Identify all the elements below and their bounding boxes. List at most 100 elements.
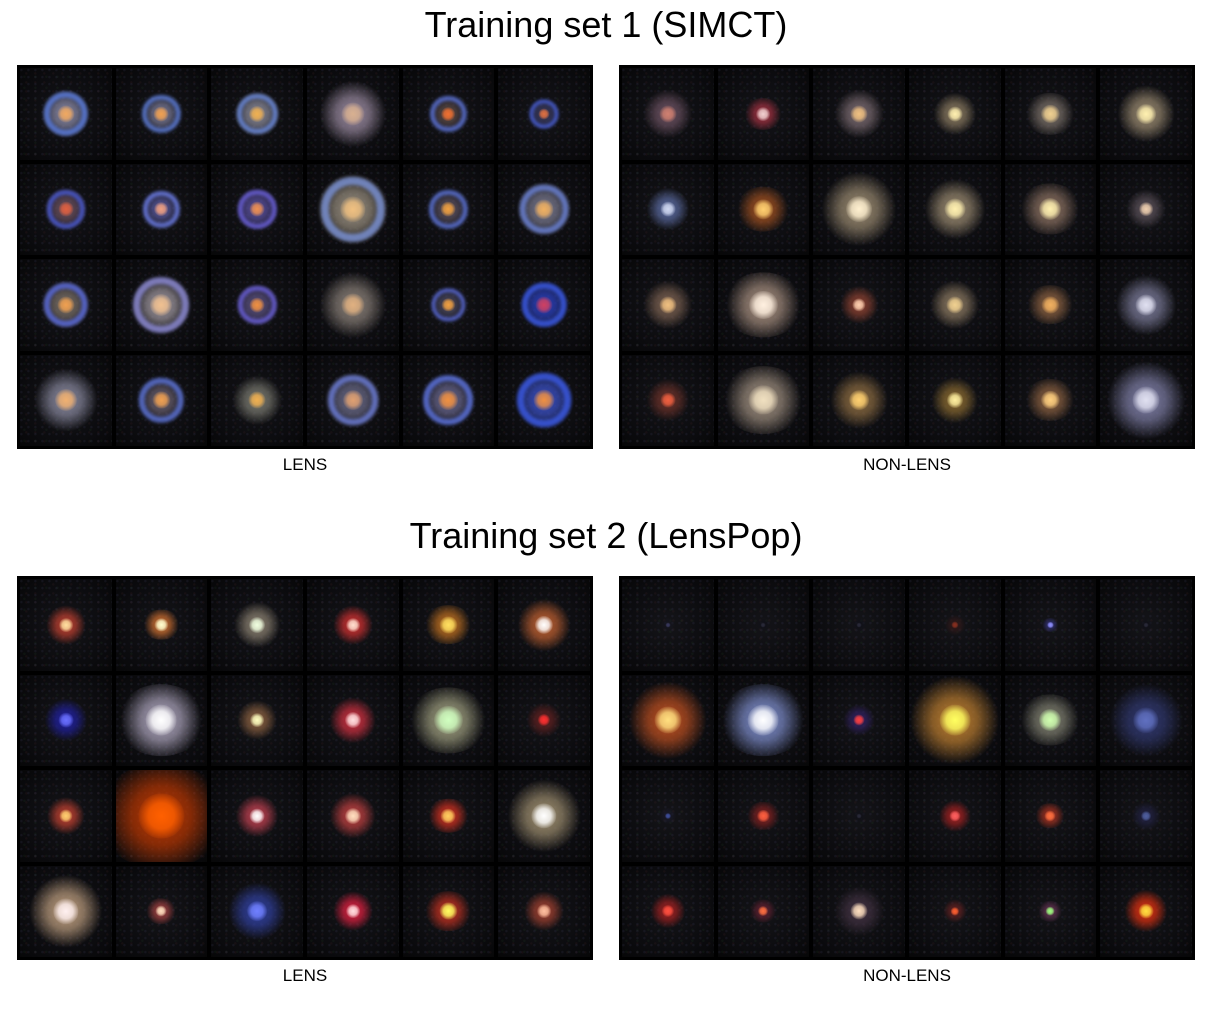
galaxy-core <box>152 391 171 409</box>
lenspop-lens-panel <box>17 576 593 960</box>
galaxy-core <box>441 106 456 121</box>
image-grid <box>622 68 1192 446</box>
galaxy-thumbnail <box>622 674 714 766</box>
galaxy-core <box>849 390 870 411</box>
simct-non-lens-panel <box>619 65 1195 449</box>
galaxy-thumbnail <box>622 68 714 160</box>
galaxy-core <box>250 713 265 728</box>
galaxy-thumbnail <box>908 68 1001 160</box>
galaxy-thumbnail <box>908 674 1001 766</box>
lensing-arc <box>46 190 85 229</box>
galaxy-thumbnail <box>908 770 1001 862</box>
galaxy-core <box>1047 621 1054 628</box>
galaxy-core <box>758 906 769 917</box>
galaxy-thumbnail <box>306 770 399 862</box>
galaxy-core <box>53 898 79 924</box>
galaxy-thumbnail <box>717 259 810 351</box>
galaxy-core <box>345 617 360 632</box>
galaxy-thumbnail <box>20 163 112 255</box>
galaxy-core <box>660 201 676 217</box>
galaxy-thumbnail <box>402 674 495 766</box>
galaxy-thumbnail <box>813 354 905 446</box>
galaxy-thumbnail <box>211 163 303 255</box>
galaxy-thumbnail <box>1004 259 1097 351</box>
galaxy-core <box>659 105 677 123</box>
simct-lens-panel <box>17 65 593 449</box>
galaxy-thumbnail <box>1004 865 1097 957</box>
galaxy-thumbnail <box>908 865 1001 957</box>
galaxy-thumbnail <box>306 354 399 446</box>
galaxy-thumbnail <box>1004 163 1097 255</box>
galaxy-thumbnail <box>211 579 303 671</box>
galaxy-core <box>537 904 552 919</box>
galaxy-thumbnail <box>402 163 495 255</box>
galaxy-core <box>1041 104 1060 123</box>
galaxy-thumbnail <box>717 770 810 862</box>
lensing-arc <box>43 282 89 328</box>
panel-caption: NON-LENS <box>863 455 951 474</box>
galaxy-thumbnail <box>115 865 208 957</box>
galaxy-core <box>946 392 963 409</box>
galaxy-core <box>944 198 966 220</box>
galaxy-core <box>154 202 169 217</box>
galaxy-thumbnail <box>717 68 810 160</box>
galaxy-core <box>749 290 778 319</box>
galaxy-thumbnail <box>402 259 495 351</box>
galaxy-core <box>441 298 456 312</box>
galaxy-thumbnail <box>813 68 905 160</box>
lensing-arc <box>142 94 181 133</box>
lensing-arc <box>43 91 89 137</box>
galaxy-thumbnail <box>1100 259 1192 351</box>
galaxy-core <box>538 108 550 120</box>
galaxy-thumbnail <box>115 354 208 446</box>
galaxy-core <box>1143 622 1149 628</box>
galaxy-core <box>249 297 265 313</box>
galaxy-core <box>757 809 770 822</box>
galaxy-thumbnail <box>622 259 714 351</box>
galaxy-thumbnail <box>20 674 112 766</box>
section-title-lenspop: Training set 2 (LensPop) <box>409 515 803 556</box>
galaxy-core <box>949 810 961 822</box>
galaxy-thumbnail <box>498 579 590 671</box>
galaxy-core <box>761 622 766 628</box>
panel-caption: LENS <box>282 455 328 474</box>
galaxy-core <box>1039 709 1062 732</box>
galaxy-thumbnail <box>20 259 112 351</box>
galaxy-core <box>1039 198 1062 221</box>
galaxy-core <box>344 712 361 729</box>
galaxy-thumbnail <box>622 865 714 957</box>
galaxy-thumbnail <box>1004 770 1097 862</box>
galaxy-thumbnail <box>717 354 810 446</box>
galaxy-thumbnail <box>498 259 590 351</box>
galaxy-core <box>58 617 73 632</box>
galaxy-thumbnail <box>622 770 714 862</box>
galaxy-core <box>248 391 266 409</box>
lensing-arc <box>139 377 184 423</box>
galaxy-thumbnail <box>211 770 303 862</box>
galaxy-thumbnail <box>402 354 495 446</box>
galaxy-core <box>58 712 74 728</box>
galaxy-thumbnail <box>908 163 1001 255</box>
galaxy-core <box>1135 294 1157 316</box>
galaxy-thumbnail <box>115 674 208 766</box>
galaxy-thumbnail <box>402 865 495 957</box>
galaxy-core <box>531 803 557 829</box>
galaxy-thumbnail <box>622 163 714 255</box>
galaxy-thumbnail <box>211 68 303 160</box>
image-grid <box>20 579 590 957</box>
galaxy-thumbnail <box>908 579 1001 671</box>
galaxy-core <box>155 905 167 917</box>
galaxy-thumbnail <box>813 259 905 351</box>
galaxy-core <box>1046 906 1055 916</box>
galaxy-thumbnail <box>115 259 208 351</box>
galaxy-thumbnail <box>813 579 905 671</box>
galaxy-thumbnail <box>1100 163 1192 255</box>
galaxy-core <box>753 199 774 219</box>
galaxy-core <box>249 201 265 217</box>
galaxy-core <box>249 616 266 633</box>
galaxy-core <box>664 812 671 819</box>
galaxy-thumbnail <box>115 68 208 160</box>
galaxy-thumbnail <box>498 674 590 766</box>
galaxy-core <box>1132 386 1160 414</box>
galaxy-core <box>533 389 555 411</box>
